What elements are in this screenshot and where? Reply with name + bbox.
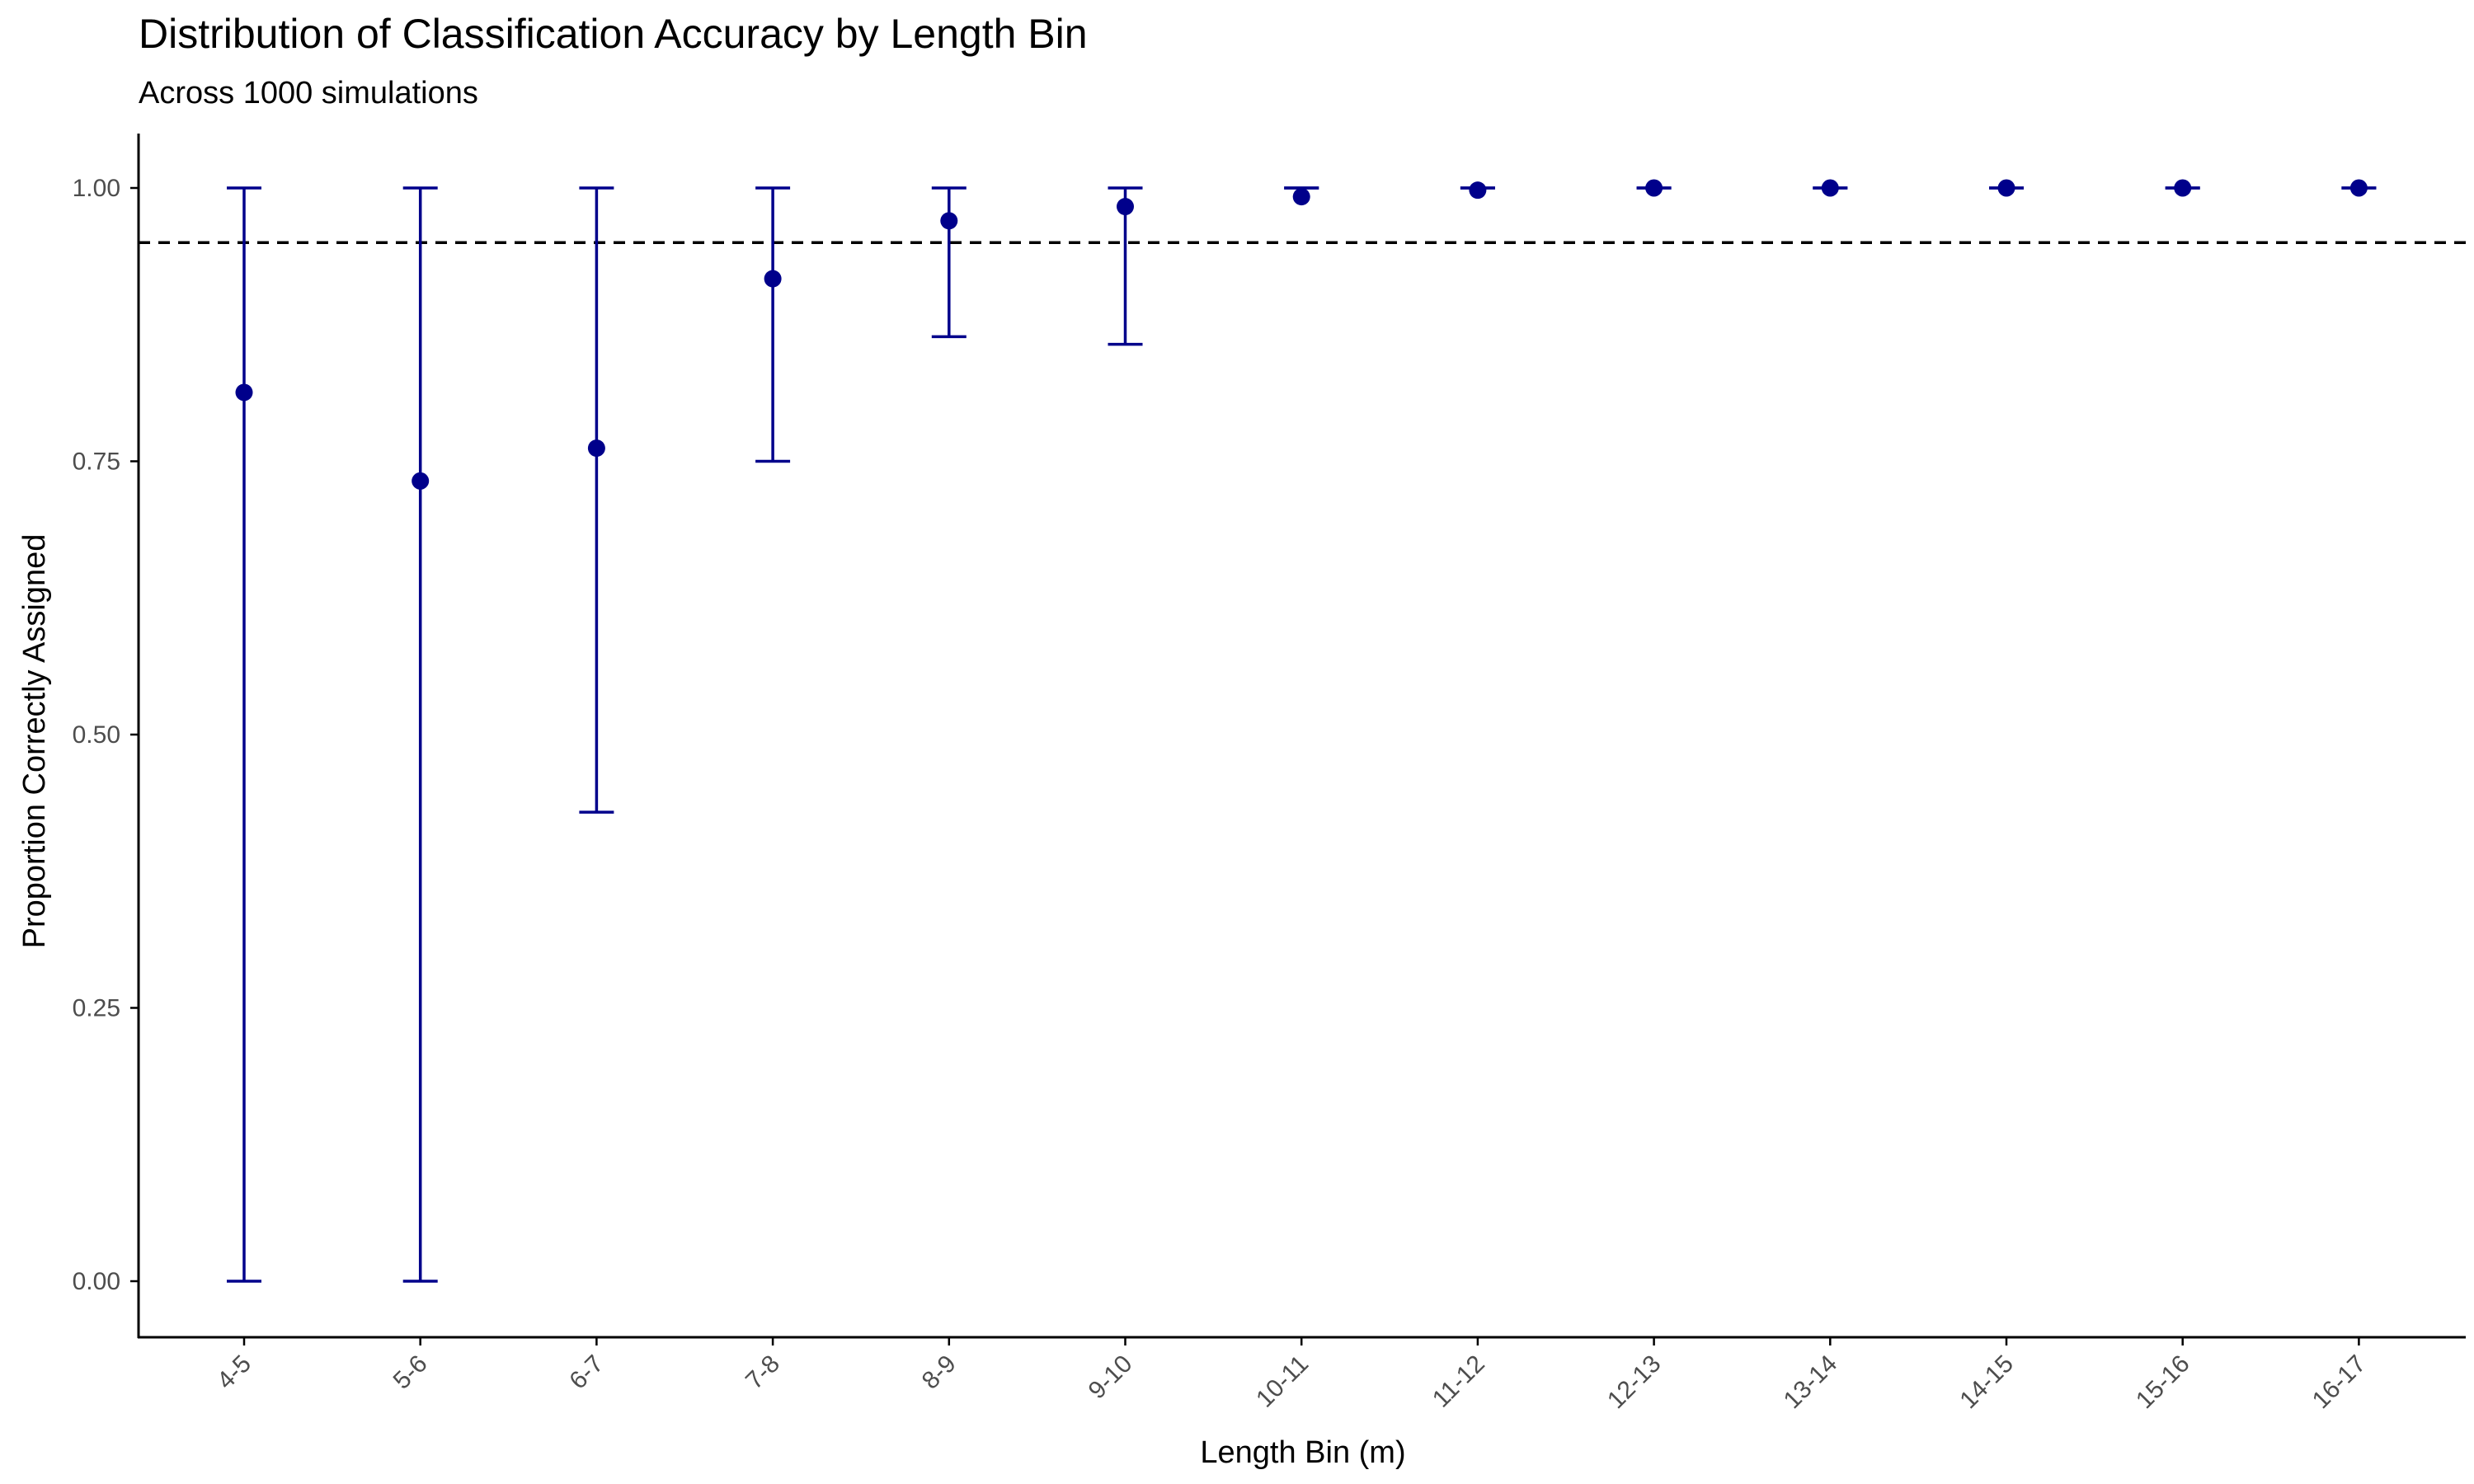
y-axis-title: Proportion Correctly Assigned bbox=[17, 534, 52, 949]
y-tick-label: 0.75 bbox=[73, 448, 120, 476]
data-point bbox=[1997, 179, 2015, 197]
data-point bbox=[1292, 188, 1310, 206]
data-point bbox=[1117, 198, 1134, 216]
data-point bbox=[2174, 179, 2192, 197]
data-point bbox=[235, 383, 253, 402]
data-point bbox=[764, 270, 782, 288]
chart-title: Distribution of Classification Accuracy … bbox=[139, 11, 1088, 57]
y-tick-label: 0.50 bbox=[73, 721, 120, 749]
y-tick-label: 1.00 bbox=[73, 175, 120, 202]
chart-subtitle: Across 1000 simulations bbox=[139, 76, 478, 110]
data-point bbox=[940, 212, 958, 230]
data-point bbox=[1469, 181, 1487, 200]
data-point bbox=[587, 439, 605, 458]
y-tick-label: 0.00 bbox=[73, 1268, 120, 1295]
data-point bbox=[1645, 179, 1663, 197]
data-point bbox=[1821, 179, 1839, 197]
data-point bbox=[2349, 179, 2368, 197]
x-axis-title: Length Bin (m) bbox=[1200, 1435, 1405, 1470]
y-tick-label: 0.25 bbox=[73, 995, 120, 1022]
data-point bbox=[412, 472, 430, 490]
